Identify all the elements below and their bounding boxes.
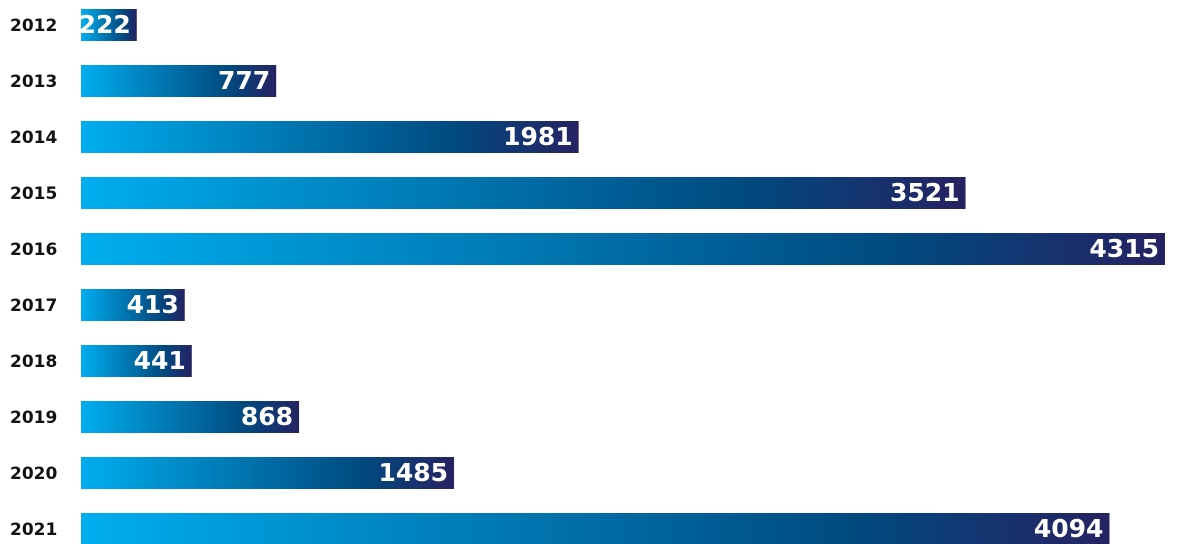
- value-label: 4094: [1034, 514, 1104, 543]
- bar: [81, 457, 455, 489]
- bar: [81, 401, 300, 433]
- bar: [81, 9, 137, 41]
- y-tick-label: 2015: [10, 184, 57, 204]
- bar: [81, 345, 192, 377]
- value-label: 1485: [378, 458, 448, 487]
- value-label: 413: [127, 290, 179, 319]
- y-tick-label: 2014: [10, 128, 57, 148]
- value-label: 3521: [890, 178, 960, 207]
- value-label: 1981: [503, 122, 573, 151]
- y-tick-label: 2019: [10, 408, 57, 428]
- bar: [81, 289, 185, 321]
- value-label: 4315: [1089, 234, 1159, 263]
- value-label: 222: [79, 10, 131, 39]
- bar: [81, 233, 1165, 265]
- bar: [81, 513, 1110, 544]
- y-tick-label: 2018: [10, 352, 57, 372]
- y-tick-label: 2012: [10, 16, 57, 36]
- y-tick-label: 2020: [10, 464, 57, 484]
- bar: [81, 65, 277, 97]
- y-tick-label: 2016: [10, 240, 57, 260]
- value-label: 441: [134, 346, 186, 375]
- value-label: 868: [241, 402, 293, 431]
- y-tick-label: 2021: [10, 520, 57, 540]
- bar: [81, 121, 579, 153]
- y-tick-label: 2017: [10, 296, 57, 316]
- bar: [81, 177, 966, 209]
- value-label: 777: [218, 66, 270, 95]
- y-tick-label: 2013: [10, 72, 57, 92]
